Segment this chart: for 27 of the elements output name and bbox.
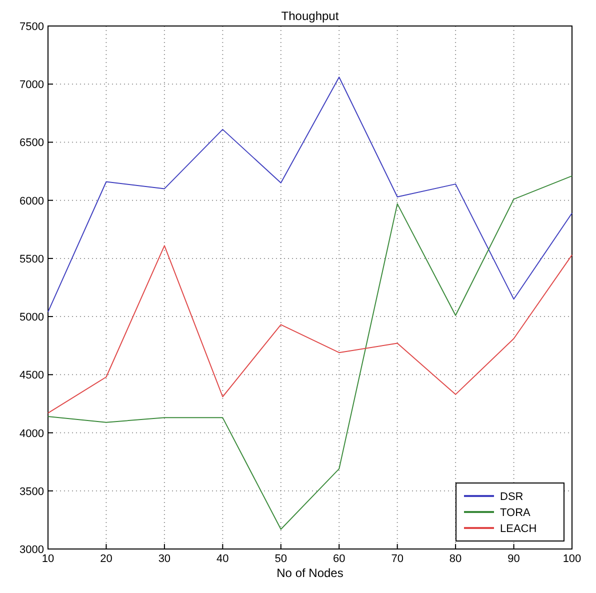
y-tick-label: 4000: [20, 428, 44, 440]
x-tick-label: 40: [216, 553, 229, 565]
y-tick-label: 7500: [20, 21, 44, 33]
y-tick-label: 7000: [20, 79, 44, 92]
x-tick-label: 100: [562, 553, 582, 565]
y-tick-label: 5500: [20, 253, 44, 266]
y-tick-label: 4500: [20, 370, 44, 382]
x-tick-label: 60: [332, 553, 346, 565]
y-tick-label: 6500: [20, 137, 44, 150]
x-tick-label: 80: [449, 553, 462, 565]
x-tick-label: 90: [508, 553, 520, 565]
legend-label: LEACH: [500, 523, 537, 535]
y-tick-label: 5000: [20, 312, 44, 324]
legend-label: TORA: [500, 507, 532, 519]
line-series: [48, 245, 572, 414]
y-tick-label: 3000: [20, 544, 44, 556]
legend-label: DSR: [500, 491, 524, 503]
x-tick-label: 70: [391, 553, 404, 565]
x-tick-label: 10: [42, 553, 54, 565]
chart-title: Thoughput: [281, 9, 340, 23]
y-tick-label: 6000: [20, 195, 44, 208]
x-tick-label: 20: [100, 553, 112, 565]
x-tick-label: 50: [274, 553, 288, 565]
line-series: [48, 76, 572, 312]
x-axis-title: No of Nodes: [276, 566, 344, 580]
y-tick-label: 3500: [20, 486, 44, 498]
x-tick-label: 30: [158, 553, 171, 565]
